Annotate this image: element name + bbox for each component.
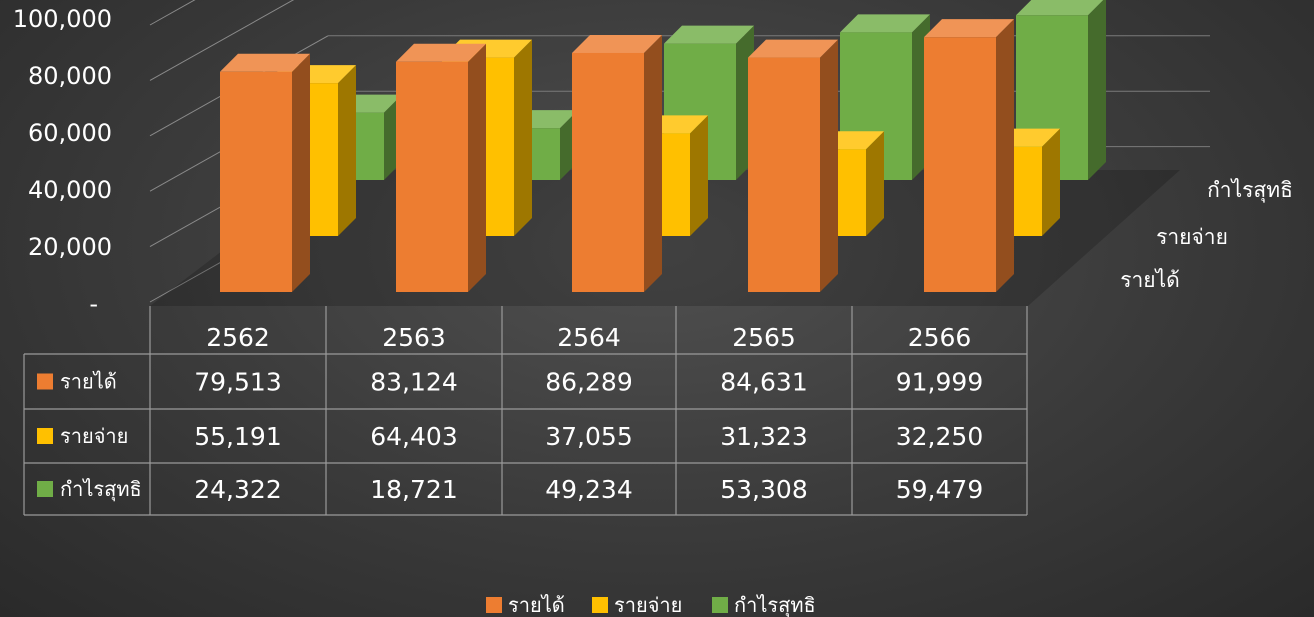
data-table: 2562 2563 2564 2565 2566 รายได้ 79,513 83,124 86…: [23, 306, 1028, 516]
bar-top: [748, 39, 838, 58]
table-legend-key: [37, 428, 53, 444]
side-gridline: [149, 0, 295, 81]
depth-axis-label: กำไรสุทธิ: [1207, 178, 1293, 203]
bar-front: [396, 61, 468, 292]
legend-label: กำไรสุทธิ: [734, 593, 816, 617]
category-label: 2566: [908, 323, 972, 352]
category-label: 2565: [732, 323, 796, 352]
table-row-label: รายได้: [60, 370, 117, 394]
bar-top: [924, 19, 1014, 38]
category-label: 2564: [557, 323, 621, 352]
bar-top: [572, 34, 662, 53]
table-cell-value: 64,403: [370, 422, 457, 451]
bar: [396, 43, 486, 292]
bar-side: [690, 115, 708, 236]
table-row-label: กำไรสุทธิ: [60, 477, 142, 502]
bar-side: [338, 65, 356, 236]
legend-swatch: [712, 597, 728, 613]
table-cell-value: 79,513: [194, 368, 281, 397]
bar-side: [644, 34, 662, 293]
y-tick-label: 100,000: [13, 5, 112, 33]
bar-side: [996, 19, 1014, 292]
legend-label: รายได้: [508, 593, 565, 617]
bar-side: [292, 53, 310, 292]
bar-top: [840, 14, 930, 33]
bar: [924, 19, 1014, 293]
y-tick-label: -: [89, 290, 98, 318]
category-label: 2563: [382, 323, 446, 352]
bar-front: [924, 37, 996, 293]
depth-axis-label: รายจ่าย: [1156, 225, 1228, 249]
bar-top: [664, 25, 754, 44]
legend-swatch: [592, 597, 608, 613]
y-tick-label: 60,000: [28, 119, 112, 147]
table-cell-value: 37,055: [545, 422, 632, 451]
table-cell-value: 32,250: [896, 422, 983, 451]
bar: [572, 34, 662, 293]
bar-front: [220, 71, 292, 292]
table-cell-value: 31,323: [720, 422, 807, 451]
bar: [220, 53, 310, 292]
table-cell-value: 55,191: [194, 422, 281, 451]
series-0-bars: [220, 19, 1014, 293]
table-cell-value: 86,289: [545, 368, 632, 397]
category-label: 2562: [206, 323, 270, 352]
bar-side: [468, 43, 486, 292]
bar-front: [748, 57, 820, 292]
bar-top: [220, 53, 310, 72]
table-cell-value: 84,631: [720, 368, 807, 397]
legend: รายได้ รายจ่าย กำไรสุทธิ: [486, 593, 816, 617]
table-cell-value: 91,999: [896, 368, 983, 397]
table-cell-value: 83,124: [370, 368, 457, 397]
table-row-label: รายจ่าย: [60, 424, 128, 448]
table-cell-value: 59,479: [896, 475, 983, 504]
legend-label: รายจ่าย: [614, 593, 682, 617]
y-tick-label: 40,000: [28, 176, 112, 204]
bar-side: [866, 131, 884, 236]
y-tick-label: 20,000: [28, 233, 112, 261]
table-cell-value: 53,308: [720, 475, 807, 504]
bar-side: [1088, 0, 1106, 180]
legend-swatch: [486, 597, 502, 613]
bar-side: [820, 39, 838, 292]
bar: [748, 39, 838, 292]
table-cell-value: 24,322: [194, 475, 281, 504]
bar-top: [396, 43, 486, 62]
bar-top: [1016, 0, 1104, 16]
bar-side: [1042, 128, 1060, 236]
y-tick-label: 80,000: [28, 62, 112, 90]
bar-front: [572, 52, 644, 293]
table-legend-key: [37, 481, 53, 497]
depth-axis-label: รายได้: [1120, 268, 1180, 292]
table-cell-value: 49,234: [545, 475, 632, 504]
table-cell-value: 18,721: [370, 475, 457, 504]
table-legend-key: [37, 373, 53, 390]
side-gridline: [149, 0, 196, 26]
bar-side: [514, 39, 532, 236]
